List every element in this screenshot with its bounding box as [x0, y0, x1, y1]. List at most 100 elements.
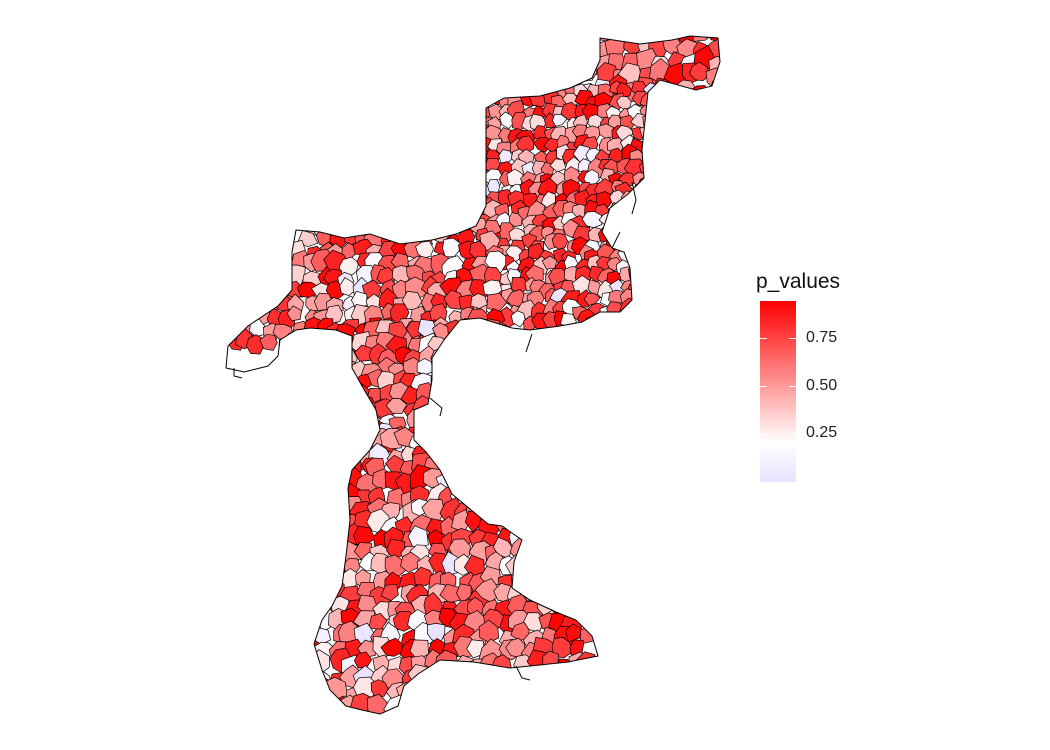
map-cell: [471, 90, 491, 107]
map-cell: [311, 332, 331, 356]
map-cell: [472, 484, 492, 505]
map-cell: [522, 499, 541, 519]
map-cell: [568, 531, 589, 552]
map-cell: [549, 440, 570, 462]
legend-tick-label: 0.25: [806, 424, 838, 442]
map-cell: [522, 509, 545, 536]
map-cell: [528, 695, 547, 714]
map-cell: [521, 76, 539, 97]
map-cell: [297, 570, 322, 592]
map-cell: [616, 95, 632, 110]
map-cell: [496, 482, 516, 504]
map-cell: [523, 484, 549, 510]
map-cell: [489, 500, 518, 525]
map-cell: [637, 196, 656, 213]
map-cell: [366, 693, 388, 714]
map-cell: [310, 627, 332, 645]
map-cell: [338, 370, 357, 392]
map-cell: [632, 189, 650, 210]
map-cell: [440, 683, 458, 703]
map-cell: [575, 692, 601, 714]
map-cell: [567, 662, 590, 688]
map-cell: [538, 524, 561, 547]
map-cell: [430, 372, 447, 393]
legend-title: p_values: [756, 270, 841, 293]
map-cell: [380, 637, 403, 657]
map-cell: [452, 467, 478, 491]
map-cell: [622, 315, 639, 332]
map-cell: [541, 255, 558, 270]
map-cell: [338, 402, 356, 424]
map-cell: [520, 540, 538, 562]
map-cell: [380, 583, 399, 602]
map-cell: [426, 435, 445, 456]
map-cell: [274, 239, 294, 265]
map-cell: [330, 516, 351, 539]
map-cell: [552, 692, 577, 714]
map-cell: [313, 487, 337, 508]
map-cell: [226, 315, 234, 338]
map-cell: [516, 135, 535, 153]
map-cell: [550, 511, 575, 536]
map-cell: [643, 308, 660, 328]
map-cell: [354, 344, 374, 362]
map-cell: [350, 421, 376, 446]
map-cell: [414, 413, 437, 436]
map-cell: [629, 247, 647, 267]
map-cell: [566, 554, 588, 572]
map-cell: [641, 235, 657, 252]
map-cell: [338, 438, 359, 457]
map-cell: [425, 681, 448, 705]
map-cell: [265, 219, 283, 237]
map-cell: [505, 668, 527, 691]
map-cell: [468, 668, 495, 694]
map-cell: [340, 410, 360, 432]
map-cell: [238, 231, 257, 250]
map-cell: [481, 476, 502, 496]
map-cell: [444, 453, 464, 476]
map-cell: [611, 226, 626, 241]
map-cell: [338, 438, 363, 462]
map-cell: [552, 113, 568, 127]
map-cell: [513, 683, 534, 709]
map-cell: [430, 347, 452, 371]
map-cell: [315, 539, 333, 558]
map-cell: [432, 400, 454, 421]
map-cell: [562, 446, 586, 470]
map-cell: [226, 220, 232, 238]
map-cell: [582, 584, 601, 601]
map-cell: [619, 211, 639, 230]
map-cell: [460, 335, 483, 355]
map-cell: [640, 210, 657, 227]
map-cell: [326, 330, 346, 352]
map-cell: [552, 455, 575, 480]
map-cell: [426, 428, 446, 446]
map-cell: [385, 398, 408, 414]
map-cell: [415, 240, 434, 259]
map-cell: [495, 455, 514, 476]
map-cell: [641, 205, 660, 223]
map-cell: [416, 422, 435, 444]
map-cell: [662, 83, 686, 107]
map-cell: [583, 292, 601, 306]
map-cell: [540, 512, 561, 533]
map-cell: [555, 683, 578, 708]
map-cell: [594, 315, 614, 335]
map-cell: [464, 455, 486, 478]
map-cell: [327, 499, 349, 519]
map-cell: [228, 281, 246, 301]
map-cell: [542, 546, 562, 564]
map-cell: [226, 246, 228, 264]
map-cell: [226, 229, 245, 251]
map-cell: [436, 443, 462, 468]
map-cell: [538, 681, 563, 705]
map-cell: [508, 484, 528, 504]
map-cell: [411, 678, 432, 698]
map-cell: [275, 253, 293, 272]
map-cell: [533, 501, 555, 522]
map-cell: [509, 510, 531, 532]
map-cell: [302, 695, 326, 714]
map-cell: [581, 42, 600, 61]
map-cell: [325, 443, 351, 466]
map-cell: [627, 303, 644, 320]
